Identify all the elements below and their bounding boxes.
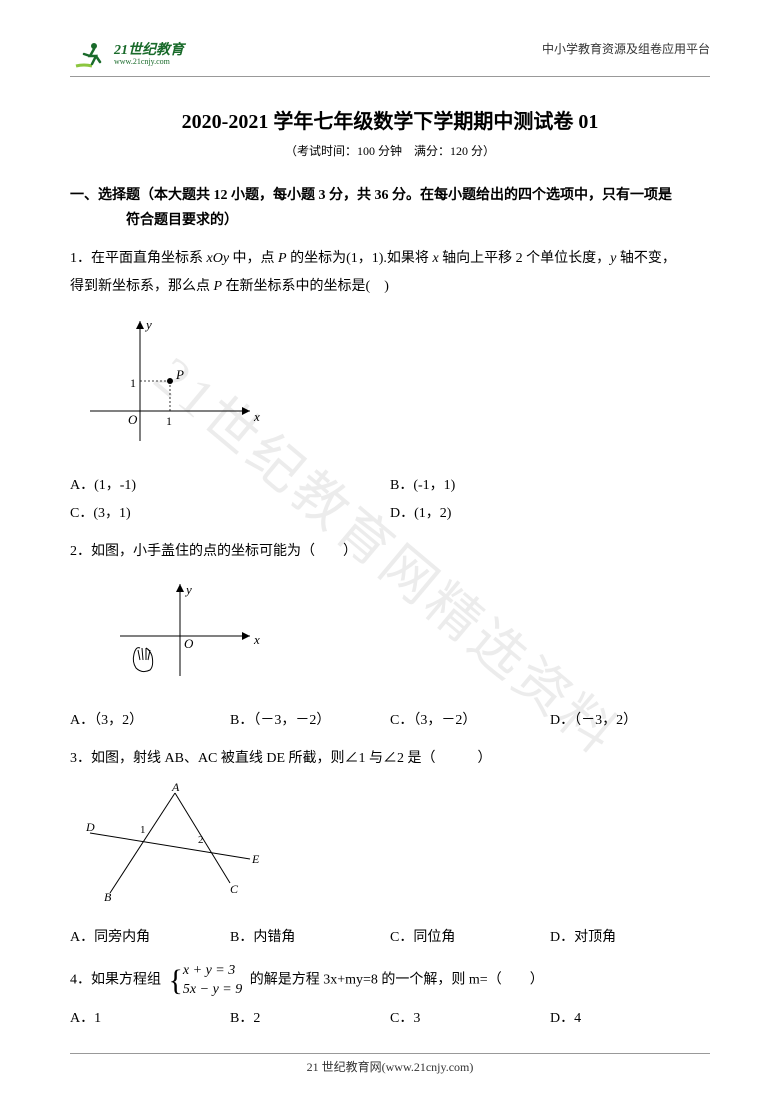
q1-opt-c: C．(3，1)	[70, 500, 390, 528]
page-header: 21世纪教育 www.21cnjy.com 中小学教育资源及组卷应用平台	[70, 40, 710, 77]
q1-t3: 的坐标为(1，1).如果将	[287, 251, 433, 266]
q1-t1: 1．在平面直角坐标系	[70, 251, 207, 266]
page-title: 2020-2021 学年七年级数学下学期期中测试卷 01	[70, 105, 710, 134]
logo-text-cn: 21世纪教育	[114, 44, 184, 58]
q2-text: 2．如图，小手盖住的点的坐标可能为（ ）	[70, 538, 710, 566]
q4-eq1: x + y = 3	[183, 962, 242, 980]
brace-icon: {	[169, 966, 183, 996]
q1-options: A．(1，-1) B．(-1，1) C．(3，1) D．(1，2)	[70, 472, 710, 528]
q1-figure: y x O P 1 1	[80, 311, 710, 456]
q2-opt-d: D．（－3，2）	[550, 707, 710, 735]
q4-options: A．1 B．2 C．3 D．4	[70, 1005, 710, 1033]
logo: 21世纪教育 www.21cnjy.com	[70, 40, 184, 70]
q1-opt-a: A．(1，-1)	[70, 472, 390, 500]
q4-t1: 4．如果方程组	[70, 973, 165, 988]
section-1-heading: 一、选择题（本大题共 12 小题，每小题 3 分，共 36 分。在每小题给出的四…	[70, 183, 710, 233]
q1-t6: 得到新坐标系，那么点	[70, 279, 214, 294]
q1-text: 1．在平面直角坐标系 xOy 中，点 P 的坐标为(1，1).如果将 x 轴向上…	[70, 245, 710, 301]
svg-text:B: B	[104, 890, 112, 903]
logo-text-url: www.21cnjy.com	[114, 58, 184, 66]
svg-text:C: C	[230, 882, 239, 896]
q3-text: 3．如图，射线 AB、AC 被直线 DE 所截，则∠1 与∠2 是（ ）	[70, 745, 710, 773]
q3-options: A．同旁内角 B．内错角 C．同位角 D．对顶角	[70, 924, 710, 952]
svg-text:1: 1	[130, 376, 136, 390]
page-subtitle: （考试时间：100 分钟 满分：120 分）	[70, 142, 710, 159]
q2-options: A．（3，2） B．（－3，－2） C．（3，－2） D．（－3，2）	[70, 707, 710, 735]
svg-text:x: x	[253, 409, 260, 424]
q4-opt-d: D．4	[550, 1005, 710, 1033]
q2-opt-b: B．（－3，－2）	[230, 707, 390, 735]
svg-text:P: P	[175, 367, 184, 382]
q4-opt-a: A．1	[70, 1005, 230, 1033]
q1-p1: P	[278, 251, 287, 266]
page-content: 21世纪教育 www.21cnjy.com 中小学教育资源及组卷应用平台 202…	[0, 0, 780, 1073]
svg-text:y: y	[184, 582, 192, 597]
svg-text:1: 1	[140, 824, 146, 836]
q4-equation-system: { x + y = 3 5x − y = 9	[169, 962, 243, 998]
section-1-line2: 符合题目要求的）	[70, 208, 710, 233]
q1-xoy: xOy	[207, 251, 230, 266]
svg-text:1: 1	[166, 414, 172, 428]
section-1-line1: 一、选择题（本大题共 12 小题，每小题 3 分，共 36 分。在每小题给出的四…	[70, 183, 710, 208]
q1-t4: 轴向上平移 2 个单位长度，	[439, 251, 611, 266]
q2-opt-a: A．（3，2）	[70, 707, 230, 735]
q3-opt-c: C．同位角	[390, 924, 550, 952]
svg-text:O: O	[128, 412, 138, 427]
q2-opt-c: C．（3，－2）	[390, 707, 550, 735]
q1-opt-d: D．(1，2)	[390, 500, 710, 528]
svg-text:A: A	[171, 783, 180, 794]
q3-opt-a: A．同旁内角	[70, 924, 230, 952]
q1-t7: 在新坐标系中的坐标是( )	[222, 279, 389, 294]
svg-text:O: O	[184, 636, 194, 651]
svg-text:y: y	[144, 317, 152, 332]
q3-figure: A B C D E 1 2	[80, 783, 710, 908]
q3-opt-b: B．内错角	[230, 924, 390, 952]
q1-opt-b: B．(-1，1)	[390, 472, 710, 500]
svg-text:D: D	[85, 820, 95, 834]
q4-eq2: 5x − y = 9	[183, 981, 242, 999]
svg-text:x: x	[253, 632, 260, 647]
q4-t2: 的解是方程 3x+my=8 的一个解，则 m=（ ）	[250, 973, 544, 988]
q2-figure: y x O	[110, 576, 710, 691]
q3-opt-d: D．对顶角	[550, 924, 710, 952]
header-right-text: 中小学教育资源及组卷应用平台	[542, 40, 710, 57]
q1-t5: 轴不变，	[616, 251, 676, 266]
runner-icon	[70, 40, 110, 70]
q1-p2: P	[214, 279, 223, 294]
q1-t2: 中，点	[229, 251, 278, 266]
svg-text:2: 2	[198, 834, 204, 846]
q4-text: 4．如果方程组 { x + y = 3 5x − y = 9 的解是方程 3x+…	[70, 962, 710, 998]
q4-opt-b: B．2	[230, 1005, 390, 1033]
svg-text:E: E	[251, 852, 260, 866]
q4-opt-c: C．3	[390, 1005, 550, 1033]
